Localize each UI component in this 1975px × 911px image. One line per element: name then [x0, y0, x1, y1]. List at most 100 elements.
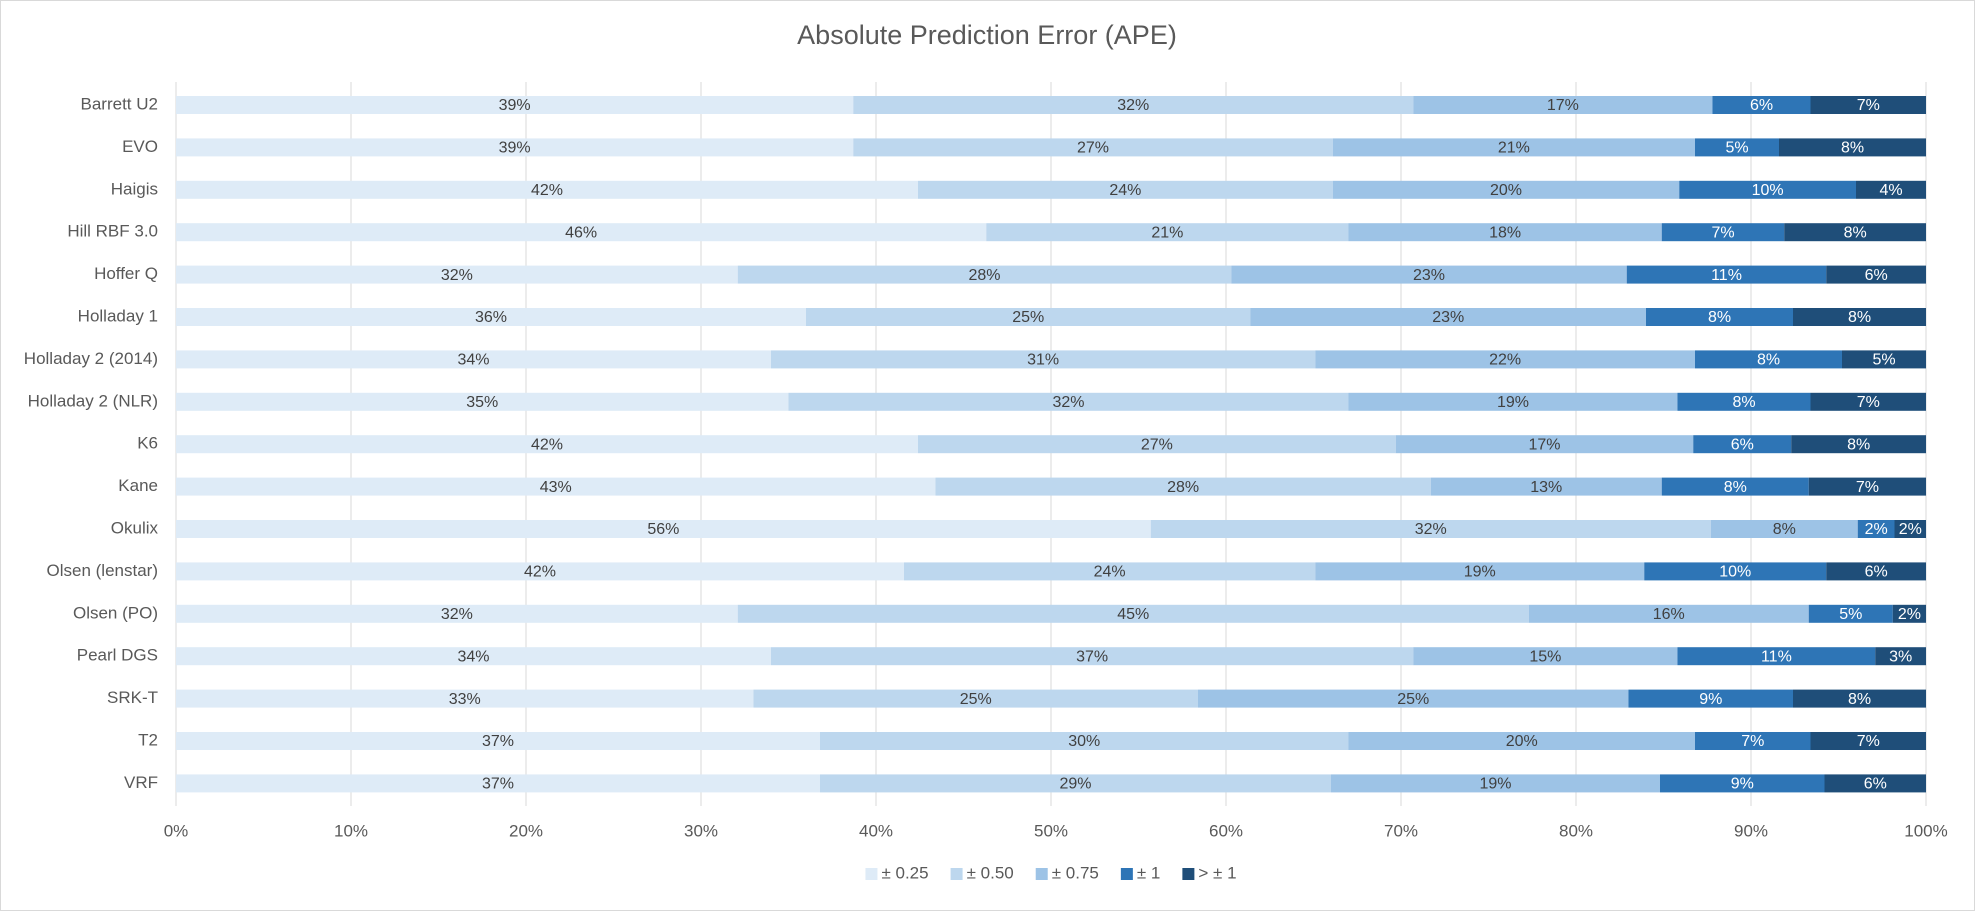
bar-segment [1857, 520, 1895, 538]
data-label: 7% [1856, 479, 1879, 496]
data-label: 45% [1117, 606, 1149, 623]
legend-swatch [1035, 868, 1048, 880]
data-label: 36% [475, 309, 507, 326]
data-label: 19% [1464, 564, 1496, 581]
data-label: 7% [1741, 733, 1764, 750]
bar-segment [1413, 647, 1678, 666]
y-tick-label: Olsen (PO) [73, 603, 158, 622]
bar-segment [176, 477, 936, 496]
data-label: 8% [1708, 309, 1731, 326]
legend-label: ± 0.25 [881, 863, 928, 882]
data-label: 15% [1529, 648, 1561, 665]
bar-segment [1250, 308, 1646, 326]
data-label: 28% [1167, 479, 1199, 496]
data-label: 29% [1059, 776, 1091, 793]
data-label: 25% [960, 691, 992, 708]
bar-segment [1894, 520, 1926, 538]
y-tick-label: Barrett U2 [81, 94, 158, 113]
data-label: 17% [1547, 97, 1579, 114]
data-label: 11% [1711, 267, 1742, 284]
data-label: 34% [457, 648, 489, 665]
bar-segment [176, 392, 789, 411]
data-label: 39% [499, 140, 531, 157]
bar-segment [1679, 180, 1856, 199]
bar-segment [176, 647, 771, 666]
data-label: 5% [1725, 140, 1748, 157]
data-label: 39% [499, 97, 531, 114]
bar-segment [1892, 604, 1926, 623]
bar-segment [853, 96, 1414, 114]
x-tick-label: 30% [684, 821, 718, 840]
data-label: 8% [1847, 436, 1870, 453]
bar-segment [176, 604, 738, 623]
data-label: 23% [1413, 267, 1445, 284]
data-label: 8% [1732, 394, 1755, 411]
data-label: 34% [457, 352, 489, 369]
bar-segment [1644, 562, 1827, 581]
legend-label: ± 1 [1137, 863, 1161, 882]
bar-segment [1695, 350, 1842, 369]
bar-segment [820, 732, 1349, 750]
x-tick-label: 0% [164, 821, 189, 840]
data-label: 8% [1848, 309, 1871, 326]
data-label: 25% [1012, 309, 1044, 326]
data-label: 8% [1844, 224, 1867, 241]
bar-segment [176, 138, 854, 157]
bar-segment [1695, 732, 1811, 750]
bar-segment [986, 223, 1349, 242]
data-label: 8% [1773, 521, 1796, 538]
bar-segment [1791, 435, 1926, 454]
bar-segment [176, 223, 987, 242]
data-label: 32% [441, 267, 473, 284]
bar-segment [176, 732, 820, 750]
data-label: 6% [1865, 267, 1888, 284]
y-tick-label: Holladay 2 (2014) [24, 349, 158, 368]
bar-segment [1712, 96, 1811, 114]
data-label: 19% [1479, 776, 1511, 793]
y-tick-label: T2 [138, 730, 158, 749]
bar-segment [1348, 392, 1678, 411]
bar-segment [1198, 689, 1629, 708]
data-label: 6% [1731, 436, 1754, 453]
bar-segment [1693, 435, 1792, 454]
bar-segment [1808, 604, 1893, 623]
data-label: 30% [1068, 733, 1100, 750]
bar-segment [806, 308, 1251, 326]
data-label: 43% [540, 479, 572, 496]
data-label: 20% [1506, 733, 1538, 750]
data-label: 9% [1699, 691, 1722, 708]
bar-segment [176, 308, 806, 326]
x-tick-label: 100% [1904, 821, 1947, 840]
data-label: 56% [647, 521, 679, 538]
legend-swatch [950, 868, 963, 880]
legend: ± 0.25 ± 0.50 ± 0.75 ± 1 > ± 1 [865, 863, 1237, 882]
data-label: 7% [1857, 394, 1880, 411]
data-label: 6% [1865, 564, 1888, 581]
bar-segment [1784, 223, 1926, 242]
bar-segment [1231, 265, 1627, 284]
data-label: 7% [1857, 97, 1880, 114]
data-label: 27% [1077, 140, 1109, 157]
x-tick-label: 50% [1034, 821, 1068, 840]
bar-segment [1856, 180, 1926, 199]
bar-segment [1626, 265, 1827, 284]
bar-segment [1430, 477, 1662, 496]
data-label: 37% [482, 733, 514, 750]
data-label: 42% [531, 436, 563, 453]
bar-segment [1660, 774, 1825, 793]
bar-segment [1826, 562, 1926, 581]
bar-segment [1810, 96, 1926, 114]
y-tick-label: K6 [137, 434, 158, 453]
bar-segment [1661, 223, 1785, 242]
data-label: 32% [1415, 521, 1447, 538]
bar-segment [1646, 308, 1793, 326]
data-label: 22% [1489, 352, 1521, 369]
bar-segment [853, 138, 1333, 157]
data-label: 18% [1489, 224, 1521, 241]
data-label: 20% [1490, 182, 1522, 199]
legend-swatch [1182, 868, 1195, 880]
data-label: 13% [1530, 479, 1562, 496]
bar-segment [176, 350, 771, 369]
bar-segment [1677, 647, 1876, 666]
